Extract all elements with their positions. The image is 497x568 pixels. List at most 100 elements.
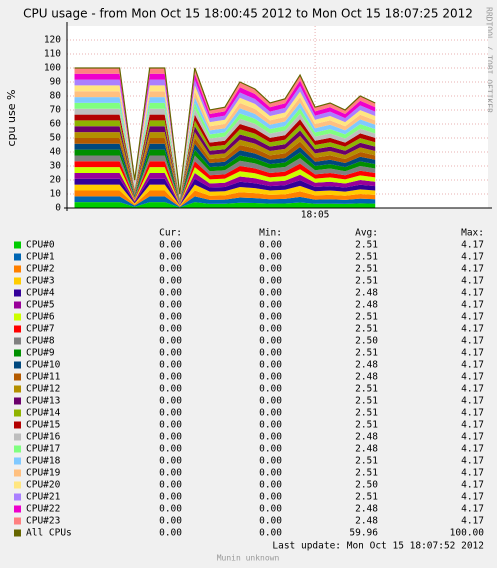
legend-max: 4.17 [461,432,484,443]
area [74,167,376,205]
legend-name: CPU#4 [26,288,55,299]
legend-min: 0.00 [259,516,282,527]
legend-max: 4.17 [461,444,484,455]
legend-swatch [14,409,21,417]
legend-min: 0.00 [259,288,282,299]
legend-cur: 0.00 [159,276,182,287]
legend-max: 4.17 [461,336,484,347]
legend-name: CPU#10 [26,360,61,371]
legend-swatch [14,241,21,249]
y-tick-label: 70 [50,105,62,116]
legend-name: All CPUs [26,528,72,539]
legend-avg: 2.51 [355,420,378,431]
legend-cur: 0.00 [159,372,182,383]
legend-max: 4.17 [461,372,484,383]
footer: Munin unknown [217,554,280,563]
legend-max: 4.17 [461,468,484,479]
y-tick-label: 60 [50,119,62,130]
legend-min: 0.00 [259,396,282,407]
table-header: Min: [259,228,282,239]
legend-min: 0.00 [259,348,282,359]
legend-max: 4.17 [461,408,484,419]
legend-max: 4.17 [461,396,484,407]
legend-name: CPU#8 [26,336,55,347]
x-tick-label: 18:05 [301,210,330,221]
legend-name: CPU#16 [26,432,61,443]
legend-avg: 2.50 [355,336,378,347]
legend-name: CPU#18 [26,456,61,467]
area [74,172,376,206]
table-header: Avg: [355,228,378,239]
legend-name: CPU#1 [26,252,55,263]
legend-cur: 0.00 [159,432,182,443]
legend-cur: 0.00 [159,528,182,539]
legend-cur: 0.00 [159,492,182,503]
y-tick-label: 90 [50,77,62,88]
area [74,196,376,208]
legend-min: 0.00 [259,324,282,335]
legend-avg: 2.51 [355,252,378,263]
area [74,202,376,208]
legend-min: 0.00 [259,444,282,455]
legend-max: 4.17 [461,324,484,335]
area [74,143,376,203]
legend-cur: 0.00 [159,480,182,491]
legend-swatch [14,469,21,477]
legend-min: 0.00 [259,300,282,311]
legend-min: 0.00 [259,456,282,467]
legend-avg: 2.50 [355,480,378,491]
legend-name: CPU#11 [26,372,61,383]
legend-cur: 0.00 [159,300,182,311]
legend-swatch [14,325,21,333]
legend-swatch [14,373,21,381]
legend-avg: 2.51 [355,396,378,407]
y-tick-label: 110 [44,49,61,60]
legend-cur: 0.00 [159,420,182,431]
legend-name: CPU#7 [26,324,55,335]
legend-name: CPU#20 [26,480,61,491]
y-tick-label: 10 [50,189,62,200]
legend-max: 4.17 [461,264,484,275]
legend-name: CPU#3 [26,276,55,287]
legend-avg: 2.51 [355,348,378,359]
legend-swatch [14,361,21,369]
legend-avg: 2.48 [355,300,378,311]
legend-min: 0.00 [259,432,282,443]
y-tick-label: 120 [44,35,61,46]
y-axis-label: cpu use % [5,90,18,147]
legend-min: 0.00 [259,468,282,479]
legend-swatch [14,385,21,393]
legend-cur: 0.00 [159,468,182,479]
table-header: Cur: [159,228,182,239]
legend-swatch [14,517,21,525]
legend-min: 0.00 [259,384,282,395]
area [74,149,376,203]
legend-avg: 2.48 [355,288,378,299]
legend-min: 0.00 [259,252,282,263]
legend-cur: 0.00 [159,240,182,251]
legend-swatch [14,397,21,405]
legend-swatch [14,265,21,273]
legend-max: 4.17 [461,360,484,371]
legend-max: 4.17 [461,420,484,431]
table-header: Max: [461,228,484,239]
chart-title: CPU usage - from Mon Oct 15 18:00:45 201… [23,7,473,21]
y-tick-label: 40 [50,147,62,158]
legend-cur: 0.00 [159,384,182,395]
legend-name: CPU#15 [26,420,60,431]
legend-avg: 2.51 [355,312,378,323]
area [74,155,376,204]
legend-cur: 0.00 [159,360,182,371]
legend-avg: 59.96 [349,528,378,539]
legend-max: 4.17 [461,492,484,503]
legend-cur: 0.00 [159,348,182,359]
legend-max: 4.17 [461,300,484,311]
legend-min: 0.00 [259,408,282,419]
legend-swatch [14,493,21,501]
legend-avg: 2.51 [355,408,378,419]
legend-cur: 0.00 [159,264,182,275]
legend-avg: 2.51 [355,468,378,479]
legend-min: 0.00 [259,276,282,287]
legend-swatch [14,313,21,321]
legend-max: 4.17 [461,516,484,527]
